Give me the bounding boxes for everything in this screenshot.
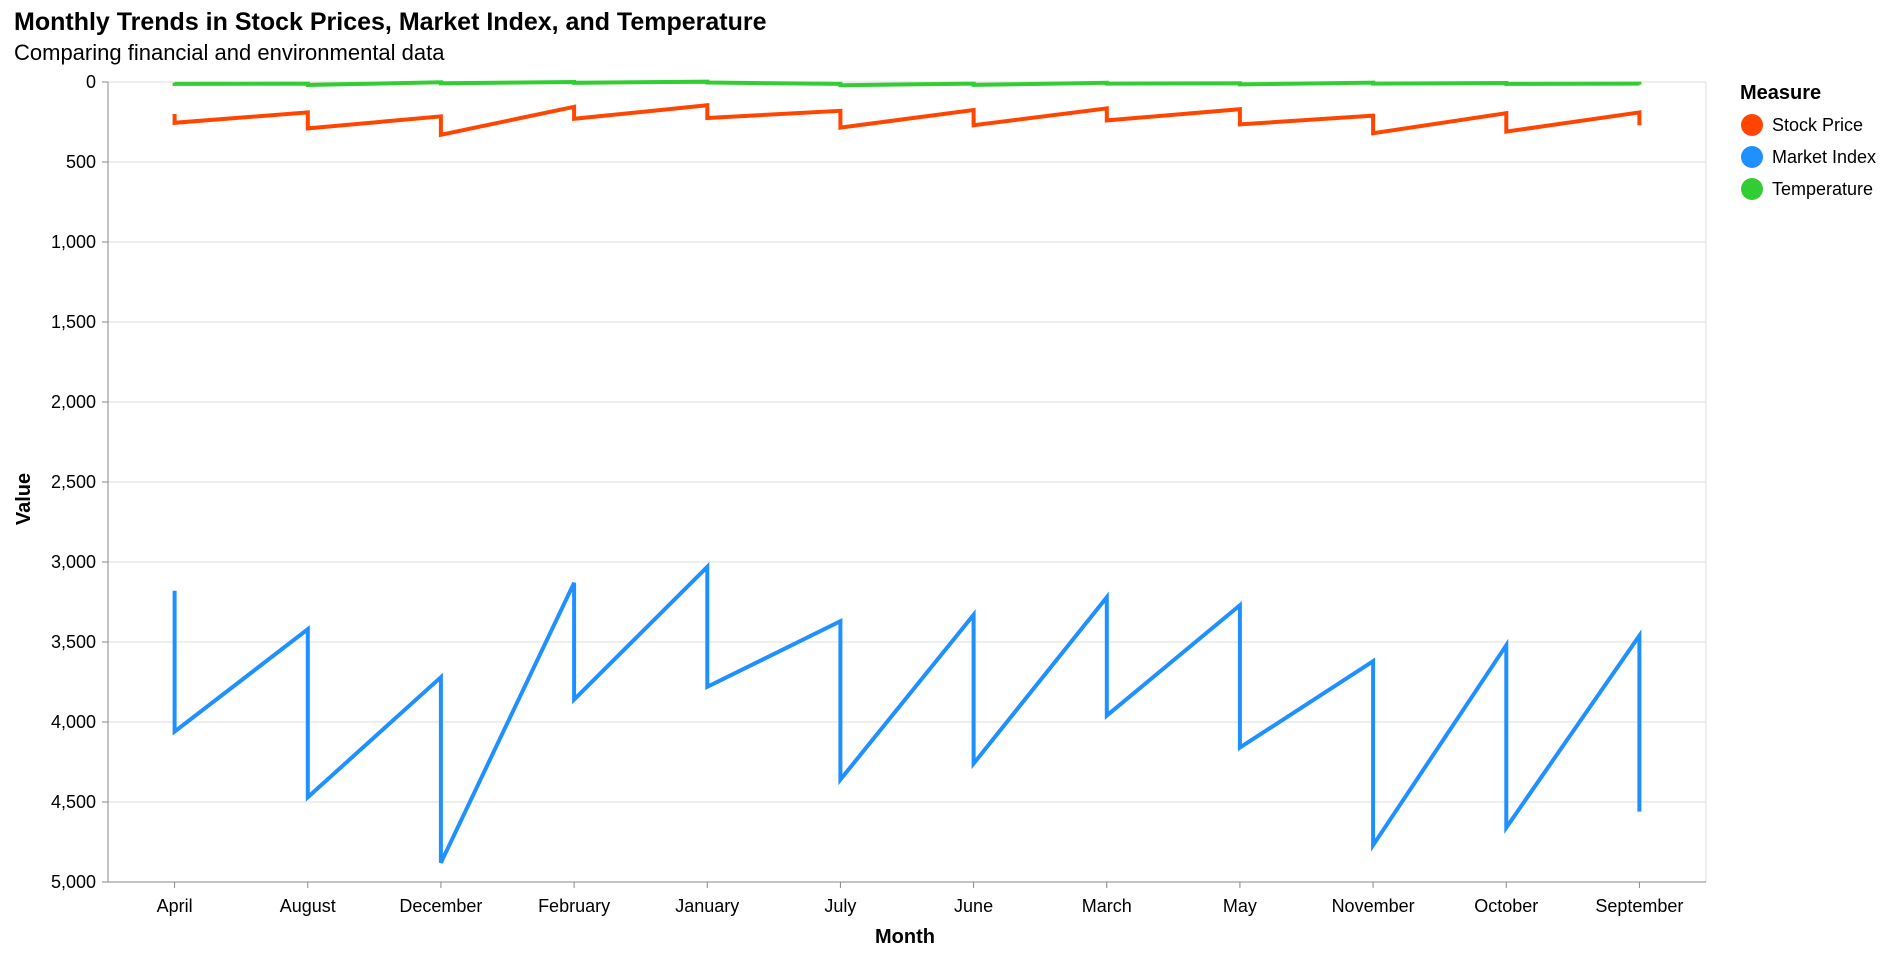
x-tick-label: February: [538, 896, 610, 916]
x-tick-label: October: [1474, 896, 1538, 916]
y-tick-label: 3,000: [51, 552, 96, 572]
y-tick-label: 0: [86, 72, 96, 92]
x-tick-label: April: [157, 896, 193, 916]
legend: Measure Stock Price Market Index Temperatu…: [1740, 82, 1876, 200]
legend-swatch-stock-price: [1741, 114, 1763, 136]
y-tick-label: 4,000: [51, 712, 96, 732]
chart-subtitle: Comparing financial and environmental da…: [14, 40, 445, 65]
x-tick-label: March: [1082, 896, 1132, 916]
series-lines: [172, 79, 1642, 864]
y-tick-label: 5,000: [51, 872, 96, 892]
x-tick-label: January: [675, 896, 739, 916]
x-tick-label: May: [1223, 896, 1257, 916]
y-tick-label: 1,000: [51, 232, 96, 252]
y-tick-label: 500: [66, 152, 96, 172]
y-axis-title: Value: [13, 473, 35, 525]
y-axis: 0 500 1,000 1,500 2,000 2,500 3,000 3,500 4,000 4…: [51, 72, 109, 892]
x-tick-label: July: [824, 896, 856, 916]
legend-swatch-temperature: [1741, 178, 1763, 200]
x-tick-label: December: [399, 896, 482, 916]
y-tick-label: 3,500: [51, 632, 96, 652]
chart-title: Monthly Trends in Stock Prices, Market I…: [14, 8, 767, 36]
legend-title: Measure: [1740, 82, 1821, 104]
y-tick-label: 2,000: [51, 392, 96, 412]
legend-label-temperature: Temperature: [1772, 179, 1873, 199]
x-tick-label: August: [280, 896, 336, 916]
y-tick-label: 1,500: [51, 312, 96, 332]
y-tick-label: 2,500: [51, 472, 96, 492]
legend-label-market-index: Market Index: [1772, 147, 1876, 167]
x-axis: April August December February January July Ju…: [108, 881, 1706, 916]
series-line-temperature: [172, 79, 1642, 88]
x-tick-label: November: [1332, 896, 1415, 916]
series-line-market-index: [172, 561, 1642, 864]
x-tick-label: September: [1595, 896, 1683, 916]
x-tick-label: June: [954, 896, 993, 916]
x-axis-title: Month: [875, 926, 935, 948]
legend-label-stock-price: Stock Price: [1772, 115, 1863, 135]
y-tick-label: 4,500: [51, 792, 96, 812]
series-line-stock-price: [172, 102, 1642, 138]
legend-swatch-market-index: [1741, 146, 1763, 168]
